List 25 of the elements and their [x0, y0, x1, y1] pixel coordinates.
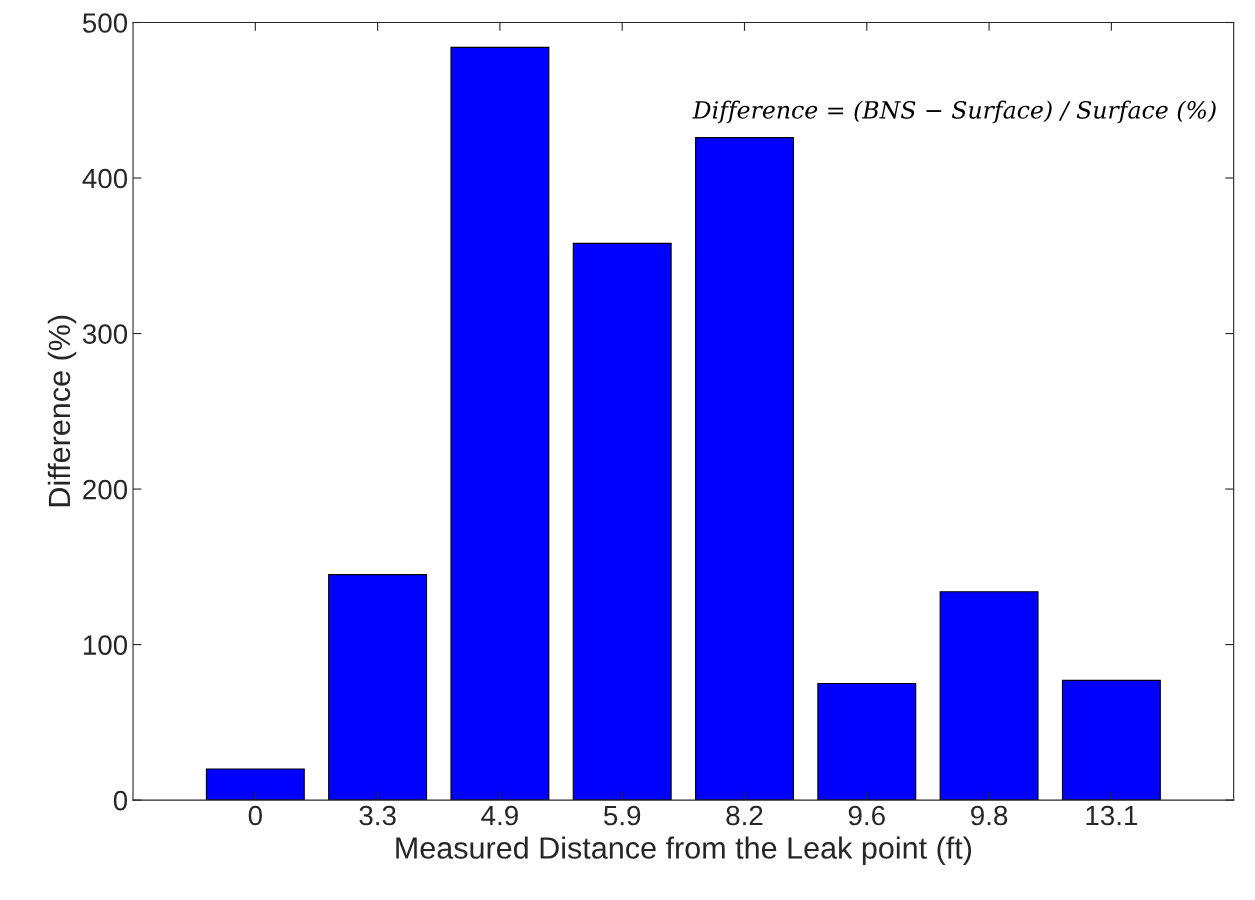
bar [939, 591, 1039, 801]
x-axis-title: Measured Distance from the Leak point (ft) [396, 836, 972, 865]
x-tick-label: 9.8 [971, 805, 1008, 826]
y-tick-label: 200 [83, 479, 128, 500]
bar [572, 242, 672, 801]
y-tick-label: 400 [82, 168, 128, 189]
bar [450, 46, 550, 801]
bar [1061, 679, 1161, 801]
x-tick-label: 4.9 [481, 805, 518, 826]
x-tick-label: 8.2 [726, 805, 763, 826]
bar [328, 574, 428, 801]
bar [817, 682, 917, 801]
y-tick-label: 100 [83, 635, 128, 655]
y-tick-label: 500 [82, 13, 128, 33]
x-tick-label: 5.9 [604, 805, 641, 826]
x-tick-label: 9.6 [848, 805, 885, 826]
x-tick-label: 3.3 [359, 805, 396, 826]
bar [695, 137, 794, 801]
x-tick-label: 13.1 [1086, 805, 1138, 826]
bar [205, 768, 305, 801]
annotation: Difference = (BNS − Surface) / Surface (%) [692, 100, 1216, 124]
y-tick-label: 0 [113, 790, 128, 811]
y-axis-title: Difference (%) [47, 315, 77, 507]
x-tick-label: 0 [248, 805, 262, 826]
y-tick-label: 300 [82, 324, 128, 344]
